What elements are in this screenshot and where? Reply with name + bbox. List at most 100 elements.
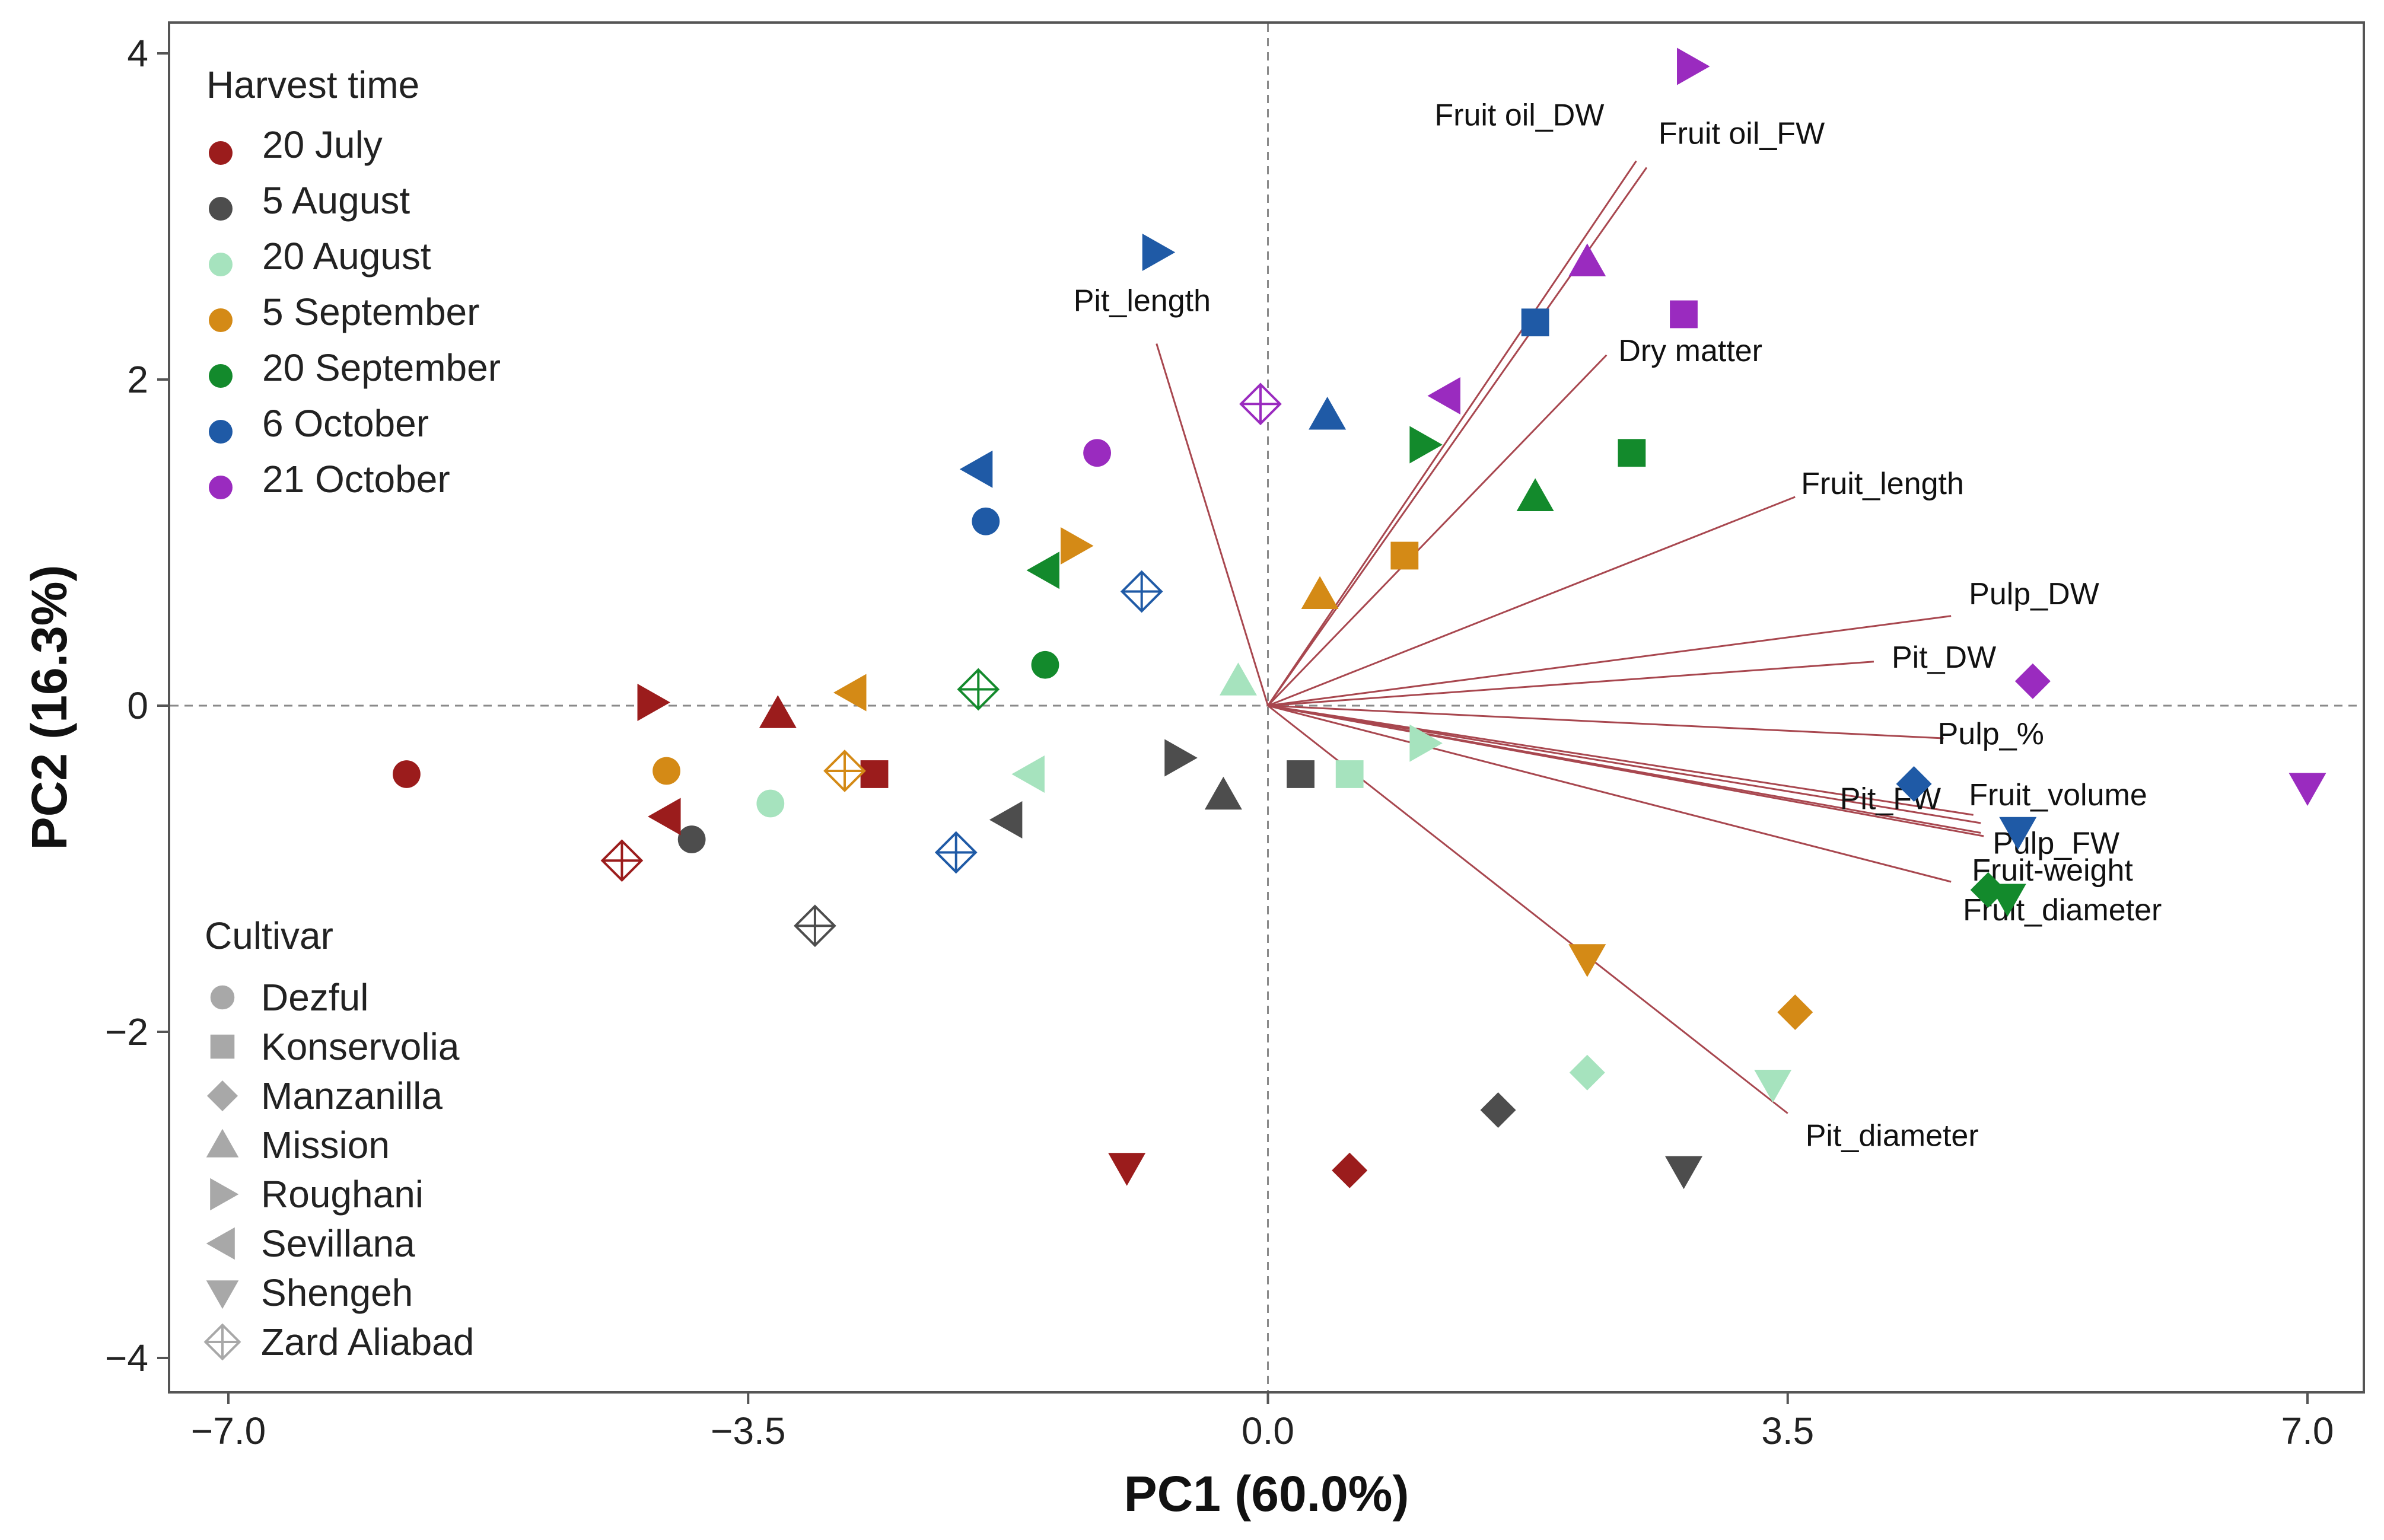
point-shengeh-20-july (1108, 1153, 1146, 1186)
point-shengeh-20-august (1754, 1070, 1792, 1103)
legend-swatch-5-august (209, 197, 233, 221)
legend-swatch-6-october (209, 420, 233, 444)
point-mission-5-september (1301, 576, 1339, 609)
point-manzanilla-20-august (1569, 1054, 1605, 1091)
point-zard-aliabad-5-august (794, 904, 836, 948)
legend-harvest-time: Harvest time 20 July 5 August 20 August 5 Se… (206, 63, 501, 500)
legend-item-6-october: 6 October (262, 402, 429, 445)
loading-label-pit-length: Pit_length (1074, 284, 1211, 318)
loading-vector-pit-dw (1268, 661, 1874, 707)
loading-label-pulp-dw: Pulp_DW (1969, 577, 2099, 611)
point-zard-aliabad-20-september (957, 668, 1000, 711)
point-shengeh-20-september (1988, 884, 2026, 917)
legend-shape-zard-aliabad (203, 1323, 241, 1361)
point-zard-aliabad-21-october (1239, 382, 1282, 426)
legend-shape-shengeh (206, 1280, 239, 1309)
point-konservolia-5-september (1390, 541, 1419, 570)
point-konservolia-5-august (1287, 760, 1314, 788)
point-dezful-21-october (1083, 439, 1111, 467)
point-zard-aliabad-6-october (934, 831, 978, 874)
point-sevillana-5-september (833, 674, 867, 712)
legend-item-sevillana: Sevillana (261, 1222, 415, 1265)
legend-item-mission: Mission (261, 1124, 390, 1166)
loading-label-fruit-weight: Fruit-weight (1972, 853, 2133, 888)
point-shengeh-6-october (1999, 817, 2037, 850)
x-axis-title: PC1 (60.0%) (1124, 1466, 1409, 1522)
legend-swatch-20-august (209, 253, 233, 276)
legend-item-21-october: 21 October (262, 458, 450, 500)
legend-item-konservolia: Konservolia (261, 1025, 460, 1068)
legend-shape-dezful (210, 985, 235, 1010)
legend-shape-mission (206, 1128, 239, 1158)
point-roughani-6-october (1142, 234, 1176, 271)
score-points (393, 47, 2326, 1190)
legend-item-20-august: 20 August (262, 235, 431, 278)
loading-label-pit-dw: Pit_DW (1892, 640, 1996, 675)
point-zard-aliabad-6-october (1120, 570, 1163, 613)
point-mission-20-july (759, 695, 797, 728)
legend-item-manzanilla: Manzanilla (261, 1075, 443, 1117)
legend-item-5-september: 5 September (262, 291, 479, 333)
point-shengeh-5-september (1568, 944, 1606, 977)
x-tick-label: 7.0 (2281, 1410, 2334, 1452)
y-axis-title: PC2 (16.3%) (21, 565, 77, 850)
loading-vector-pit-length (1156, 343, 1269, 706)
reference-lines (170, 24, 2363, 1391)
point-konservolia-20-september (1618, 439, 1646, 467)
legend-item-roughani: Roughani (261, 1173, 424, 1216)
legend-swatch-20-july (209, 141, 233, 165)
loading-vector-pit-fw (1268, 704, 1974, 816)
point-mission-5-august (1204, 776, 1242, 810)
loading-label-fruit-oil-dw: Fruit oil_DW (1434, 98, 1604, 133)
point-sevillana-20-september (1026, 551, 1059, 589)
y-tick-label: 0 (127, 684, 148, 727)
legend-swatch-20-september (209, 364, 233, 388)
loading-label-pit-diameter: Pit_diameter (1806, 1119, 1979, 1153)
legend-item-shengeh: Shengeh (261, 1271, 413, 1314)
point-dezful-5-september (653, 757, 680, 785)
plot-frame (168, 21, 2365, 1394)
point-dezful-6-october (972, 507, 1000, 535)
legend-cultivar-title: Cultivar (205, 914, 333, 957)
loading-vector-fruit-volume (1268, 704, 1981, 824)
point-manzanilla-5-september (1777, 994, 1813, 1030)
point-sevillana-20-august (1011, 755, 1045, 793)
x-tick-label: −7.0 (191, 1410, 266, 1452)
legend-cultivar: Cultivar Dezful Konservolia Manzanilla Missi… (203, 914, 474, 1363)
loading-label-fruit-volume: Fruit_volume (1969, 778, 2147, 812)
point-shengeh-21-october (2288, 773, 2326, 806)
point-sevillana-5-august (989, 801, 1023, 838)
legend-item-20-july: 20 July (262, 123, 383, 166)
legend-shape-konservolia (210, 1034, 235, 1059)
loading-vector-dry-matter (1267, 354, 1608, 707)
loading-label-pulp: Pulp_% (1938, 717, 2044, 751)
x-tick-label: 0.0 (1242, 1410, 1294, 1452)
loading-vector-fruit-diameter (1268, 704, 1952, 883)
point-konservolia-20-august (1335, 760, 1364, 788)
point-sevillana-6-october (959, 450, 993, 488)
legend-item-5-august: 5 August (262, 179, 410, 222)
point-manzanilla-21-october (2014, 663, 2051, 699)
point-mission-6-october (1309, 397, 1347, 430)
legend-shape-manzanilla (207, 1080, 238, 1111)
legend-shape-sevillana (206, 1227, 235, 1260)
point-konservolia-6-october (1521, 308, 1549, 337)
point-sevillana-21-october (1427, 377, 1460, 415)
legend-swatch-21-october (209, 476, 233, 499)
point-dezful-20-july (393, 760, 421, 788)
point-dezful-5-august (677, 825, 706, 853)
x-tick-label: −3.5 (711, 1410, 785, 1452)
loading-vector-fruit-weight (1268, 704, 1984, 837)
point-konservolia-21-october (1670, 300, 1698, 329)
point-dezful-20-august (756, 789, 785, 818)
legend-shape-roughani (210, 1178, 239, 1211)
loading-vector-fruit-length (1267, 496, 1796, 707)
y-tick-label: 4 (127, 32, 148, 75)
point-roughani-20-september (1409, 426, 1443, 464)
legend-swatch-5-september (209, 308, 233, 332)
point-shengeh-5-august (1665, 1156, 1702, 1190)
point-roughani-5-september (1061, 527, 1094, 565)
y-tick-label: 2 (127, 358, 148, 401)
point-manzanilla-6-october (1896, 766, 1932, 802)
loading-vector-fruit-oil-dw (1267, 160, 1637, 706)
